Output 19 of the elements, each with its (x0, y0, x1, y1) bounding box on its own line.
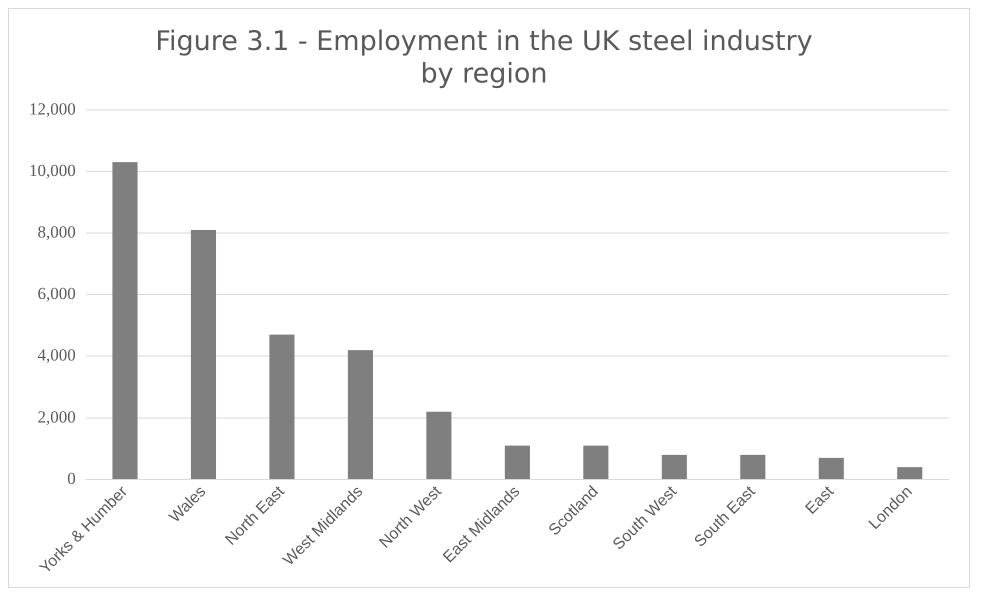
y-tick-label: 12,000 (29, 99, 76, 118)
bar (112, 162, 138, 479)
y-tick-label: 4,000 (38, 346, 76, 365)
y-tick-label: 2,000 (38, 407, 76, 426)
chart-title: Figure 3.1 - Employment in the UK steel industry by region (155, 26, 813, 90)
bar (504, 446, 530, 479)
y-tick-label: 0 (67, 468, 76, 488)
bar (818, 458, 844, 479)
bar (190, 230, 216, 479)
y-tick-label: 6,000 (38, 284, 76, 304)
bar (662, 454, 687, 479)
bar (269, 334, 294, 479)
bar (583, 446, 608, 479)
bar (426, 412, 452, 479)
bar (348, 350, 373, 479)
bar (897, 467, 922, 479)
y-tick-label: 8,000 (38, 222, 76, 242)
y-tick-label: 10,000 (29, 160, 76, 180)
bar (740, 454, 766, 479)
